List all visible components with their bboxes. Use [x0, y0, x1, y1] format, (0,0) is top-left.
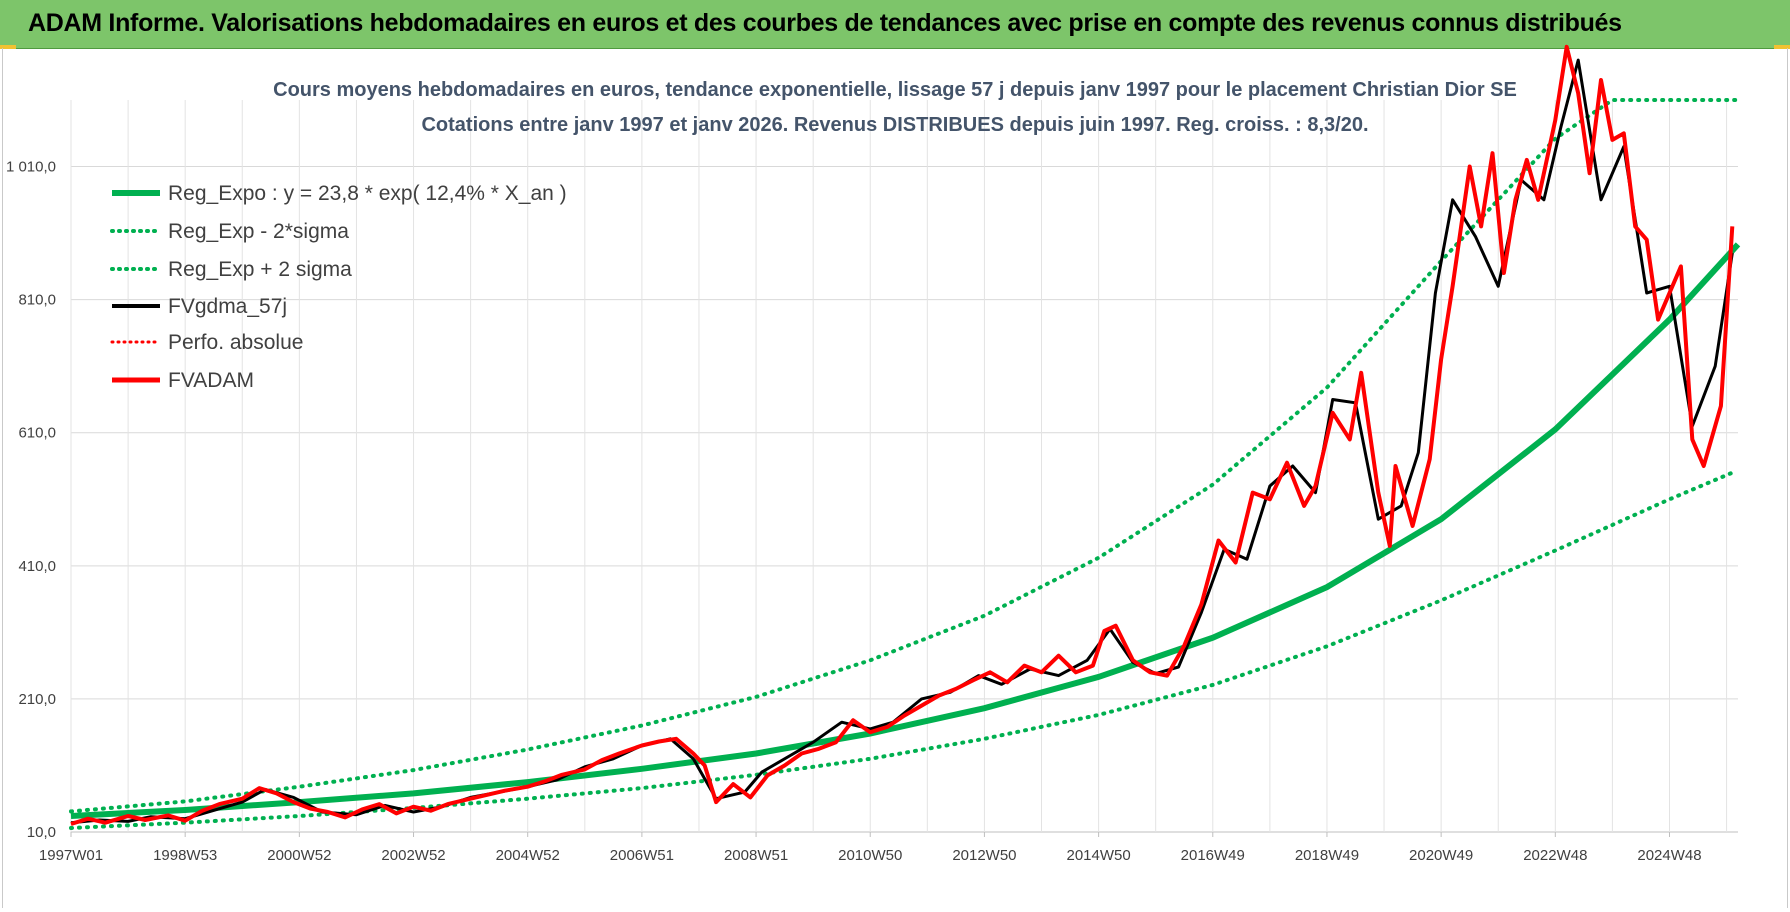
y-tick-label: 1 010,0 [6, 159, 56, 176]
plot-border [2, 48, 1788, 908]
x-tick-label: 2014W50 [1066, 847, 1130, 864]
series-reg-exp-minus-2sigma [69, 470, 1735, 830]
series-group [69, 44, 1741, 830]
series-fvadam [70, 44, 1735, 826]
x-tick-label: 2018W49 [1295, 847, 1359, 864]
x-tick-label: 2006W51 [610, 847, 674, 864]
x-tick-label: 1997W01 [39, 847, 103, 864]
series-reg-exp-plus-2sigma [69, 98, 1740, 814]
y-tick-label: 610,0 [18, 425, 56, 442]
series-fvgdma-57j [70, 58, 1734, 825]
legend-label-reg-expo: Reg_Expo : y = 23,8 * exp( 12,4% * X_an … [168, 182, 567, 205]
x-tick-label: 2022W48 [1523, 847, 1587, 864]
chart-title: Cours moyens hebdomadaires en euros, ten… [273, 79, 1517, 101]
y-tick-label: 210,0 [18, 691, 56, 708]
x-tick-label: 2010W50 [838, 847, 902, 864]
legend: Reg_Expo : y = 23,8 * exp( 12,4% * X_an … [110, 182, 567, 392]
x-tick-label: 2024W48 [1637, 847, 1701, 864]
corner-marker [0, 45, 16, 49]
y-tick-label: 10,0 [27, 824, 56, 841]
legend-label-fvadam: FVADAM [168, 369, 254, 392]
y-tick-label: 410,0 [18, 558, 56, 575]
x-tick-label: 1998W53 [153, 847, 217, 864]
series-reg-expo [70, 242, 1741, 819]
legend-label-perfo-absolue: Perfo. absolue [168, 331, 303, 354]
x-axis-ticks: 1997W01 1998W53 2000W52 2002W52 2004W52 2006W… [39, 832, 1702, 864]
x-tick-label: 2004W52 [496, 847, 560, 864]
x-tick-label: 2012W50 [952, 847, 1016, 864]
y-tick-label: 810,0 [18, 292, 56, 309]
legend-label-fvgdma: FVgdma_57j [168, 295, 287, 318]
x-tick-label: 2008W51 [724, 847, 788, 864]
corner-marker [1774, 45, 1790, 49]
x-tick-label: 2020W49 [1409, 847, 1473, 864]
legend-label-reg-exp-minus: Reg_Exp - 2*sigma [168, 220, 349, 243]
chart-subtitle: Cotations entre janv 1997 et janv 2026. … [421, 114, 1368, 136]
banner-title: ADAM Informe. Valorisations hebdomadaire… [28, 9, 1622, 37]
legend-label-reg-exp-plus: Reg_Exp + 2 sigma [168, 258, 352, 281]
x-tick-label: 2000W52 [267, 847, 331, 864]
header-banner: ADAM Informe. Valorisations hebdomadaire… [0, 0, 1790, 49]
x-tick-label: 2002W52 [381, 847, 445, 864]
x-tick-label: 2016W49 [1181, 847, 1245, 864]
y-axis-ticks: 10,0 210,0 410,0 610,0 810,0 1 010,0 [6, 159, 56, 841]
